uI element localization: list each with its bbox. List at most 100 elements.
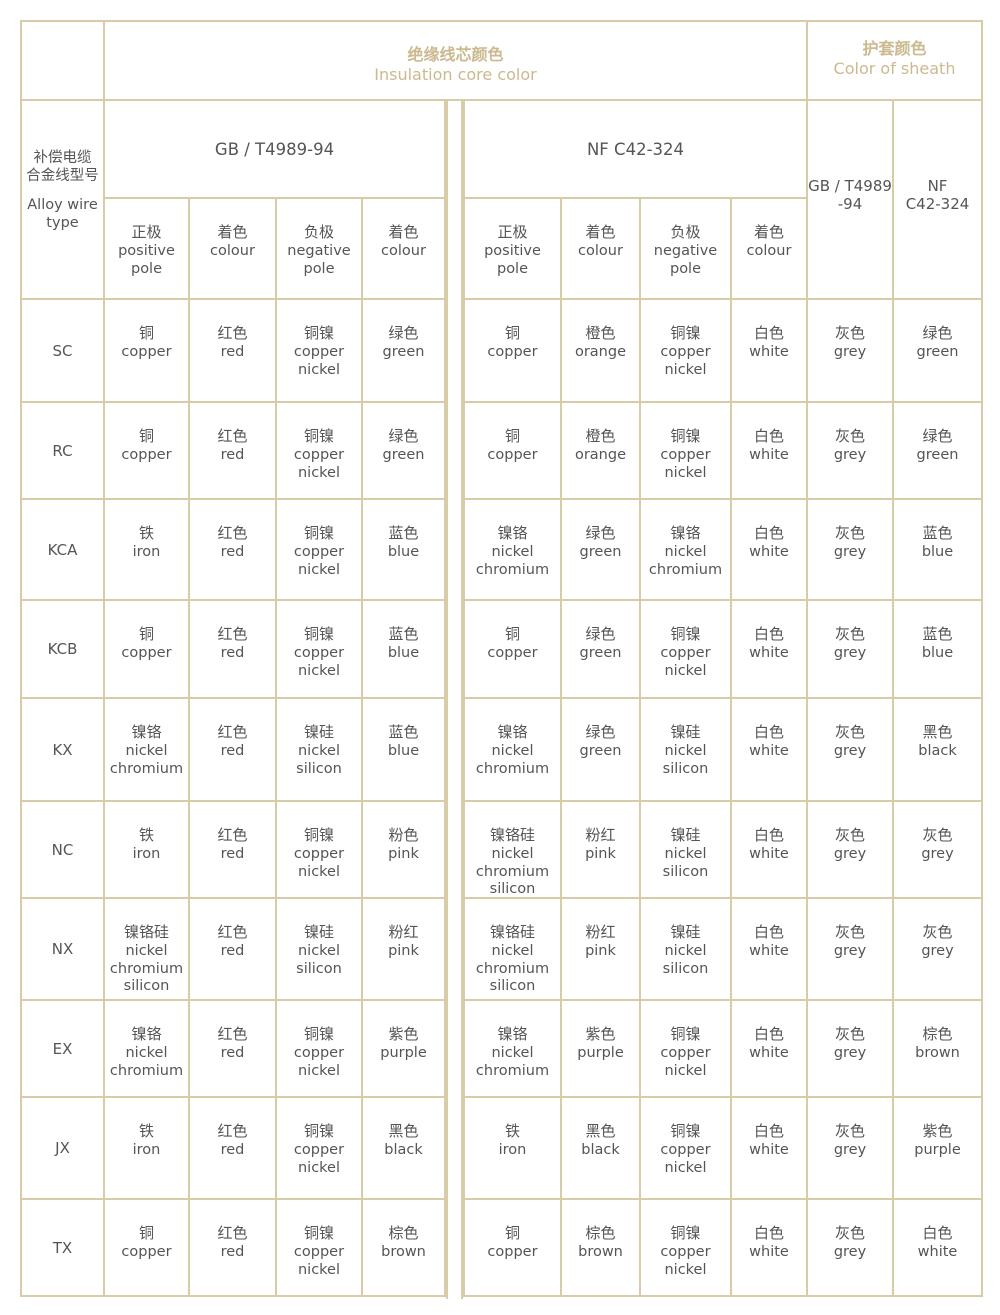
cell-zh: 绿色: [922, 324, 953, 342]
nf-standard-header: NF C42-324: [463, 99, 808, 199]
insulation-header: 绝缘线芯颜色 Insulation core color: [103, 20, 808, 101]
cell-en: orange: [574, 344, 627, 360]
cell-en: grey: [833, 1244, 867, 1260]
gb-cell: 蓝色 blue: [361, 498, 446, 601]
subheader-zh: 着色: [388, 223, 419, 241]
nf-cell: 白色 white: [730, 401, 808, 500]
cell-zh: 铜: [138, 625, 154, 643]
cell-zh: 镍铬: [497, 723, 528, 741]
cell-en: grey: [833, 1045, 867, 1061]
cell-zh: 红色: [217, 324, 248, 342]
type-header: 补偿电缆 合金线型号 Alloy wire type: [20, 99, 105, 300]
nf-cell: 铜镍 copper nickel: [639, 599, 732, 699]
cell-zh: 镍铬: [497, 1025, 528, 1043]
cell-zh: 绿色: [922, 427, 953, 445]
gb-cell: 镍硅 nickel silicon: [275, 697, 363, 802]
cell-en: green: [579, 645, 622, 661]
cell-en: grey: [833, 1142, 867, 1158]
subheader-en: negative pole: [287, 243, 351, 277]
cell-zh: 绿色: [388, 324, 419, 342]
cell-en: blue: [387, 645, 420, 661]
cell-zh: 白色: [753, 1025, 784, 1043]
cell-en: blue: [921, 645, 954, 661]
cell-en: nickel chromium: [109, 743, 184, 777]
nf-cell: 橙色 orange: [560, 401, 641, 500]
cell-en: copper nickel: [660, 1142, 711, 1176]
cell-en: copper: [121, 1244, 172, 1260]
cell-zh: 红色: [217, 427, 248, 445]
cell-zh: 铜镍: [303, 826, 334, 844]
cell-en: nickel silicon: [662, 743, 709, 777]
cell-en: pink: [388, 846, 419, 862]
cell-en: red: [220, 544, 245, 560]
column-gap: [446, 101, 463, 1299]
nf-cell: 粉红 pink: [560, 800, 641, 899]
cell-zh: 蓝色: [922, 625, 953, 643]
insulation-title-en: Insulation core color: [374, 65, 537, 84]
sheath-cell: 灰色 grey: [892, 897, 983, 1001]
cell-en: white: [749, 1142, 789, 1158]
cell-zh: 灰色: [834, 923, 865, 941]
cell-zh: 棕色: [922, 1025, 953, 1043]
cell-zh: 蓝色: [922, 524, 953, 542]
cell-en: pink: [388, 943, 419, 959]
sheath-cell: 灰色 grey: [806, 999, 894, 1098]
nf-cell: 镍铬 nickel chromium: [463, 999, 562, 1098]
cell-zh: 白色: [753, 923, 784, 941]
cell-zh: 红色: [217, 723, 248, 741]
cell-zh: 铜: [138, 1224, 154, 1242]
nf-cell: 镍铬硅 nickel chromium silicon: [463, 800, 562, 899]
cell-en: copper nickel: [293, 447, 345, 481]
cell-en: copper nickel: [660, 645, 711, 679]
cell-en: brown: [578, 1244, 623, 1260]
cell-en: grey: [833, 743, 867, 759]
sheath-header: 护套颜色 Color of sheath: [806, 20, 983, 101]
cell-en: copper nickel: [660, 344, 711, 378]
gb-cell: 铜 copper: [103, 1198, 190, 1297]
cell-zh: 灰色: [834, 427, 865, 445]
cell-en: red: [220, 1142, 245, 1158]
cell-zh: 红色: [217, 923, 248, 941]
cell-en: white: [749, 447, 789, 463]
cell-zh: 灰色: [834, 723, 865, 741]
cell-zh: 粉红: [585, 826, 616, 844]
sheath-cell: 灰色 grey: [892, 800, 983, 899]
nf-cell: 白色 white: [730, 1198, 808, 1297]
gb-cell: 铁 iron: [103, 800, 190, 899]
cell-en: iron: [132, 1142, 161, 1158]
gb-cell: 绿色 green: [361, 401, 446, 500]
gb-cell: 铜镍 copper nickel: [275, 298, 363, 403]
cell-zh: 粉红: [585, 923, 616, 941]
cell-zh: 红色: [217, 1122, 248, 1140]
subheader-zh: 正极: [497, 223, 528, 241]
nf-cell: 白色 white: [730, 298, 808, 403]
cell-en: green: [382, 447, 425, 463]
cell-zh: 镍铬: [131, 1025, 162, 1043]
cell-zh: 铁: [504, 1122, 520, 1140]
cell-zh: 灰色: [834, 625, 865, 643]
cell-zh: 紫色: [922, 1122, 953, 1140]
cell-zh: 铜镍: [303, 625, 334, 643]
cell-en: copper nickel: [293, 846, 345, 880]
cell-zh: 灰色: [834, 1224, 865, 1242]
cell-en: grey: [921, 943, 954, 959]
gb-cell: 铜镍 copper nickel: [275, 1198, 363, 1297]
cell-en: nickel chromium: [475, 544, 550, 578]
cell-zh: 灰色: [834, 1025, 865, 1043]
subheader-zh: 着色: [585, 223, 616, 241]
cell-en: white: [749, 645, 789, 661]
sheath-gb-header: GB / T4989 -94: [806, 99, 894, 300]
sheath-cell: 灰色 grey: [806, 298, 894, 403]
cell-zh: 棕色: [585, 1224, 616, 1242]
cell-en: copper: [487, 447, 538, 463]
sheath-cell: 紫色 purple: [892, 1096, 983, 1200]
cell-zh: 铜: [138, 324, 154, 342]
cell-zh: 红色: [217, 1224, 248, 1242]
gb-cell: 铁 iron: [103, 498, 190, 601]
cell-en: nickel chromium silicon: [475, 943, 550, 994]
nf-subheader: 着色 colour: [730, 197, 808, 300]
cell-zh: 白色: [753, 1224, 784, 1242]
cell-zh: 铜镍: [303, 1025, 334, 1043]
nf-cell: 镍硅 nickel silicon: [639, 897, 732, 1001]
